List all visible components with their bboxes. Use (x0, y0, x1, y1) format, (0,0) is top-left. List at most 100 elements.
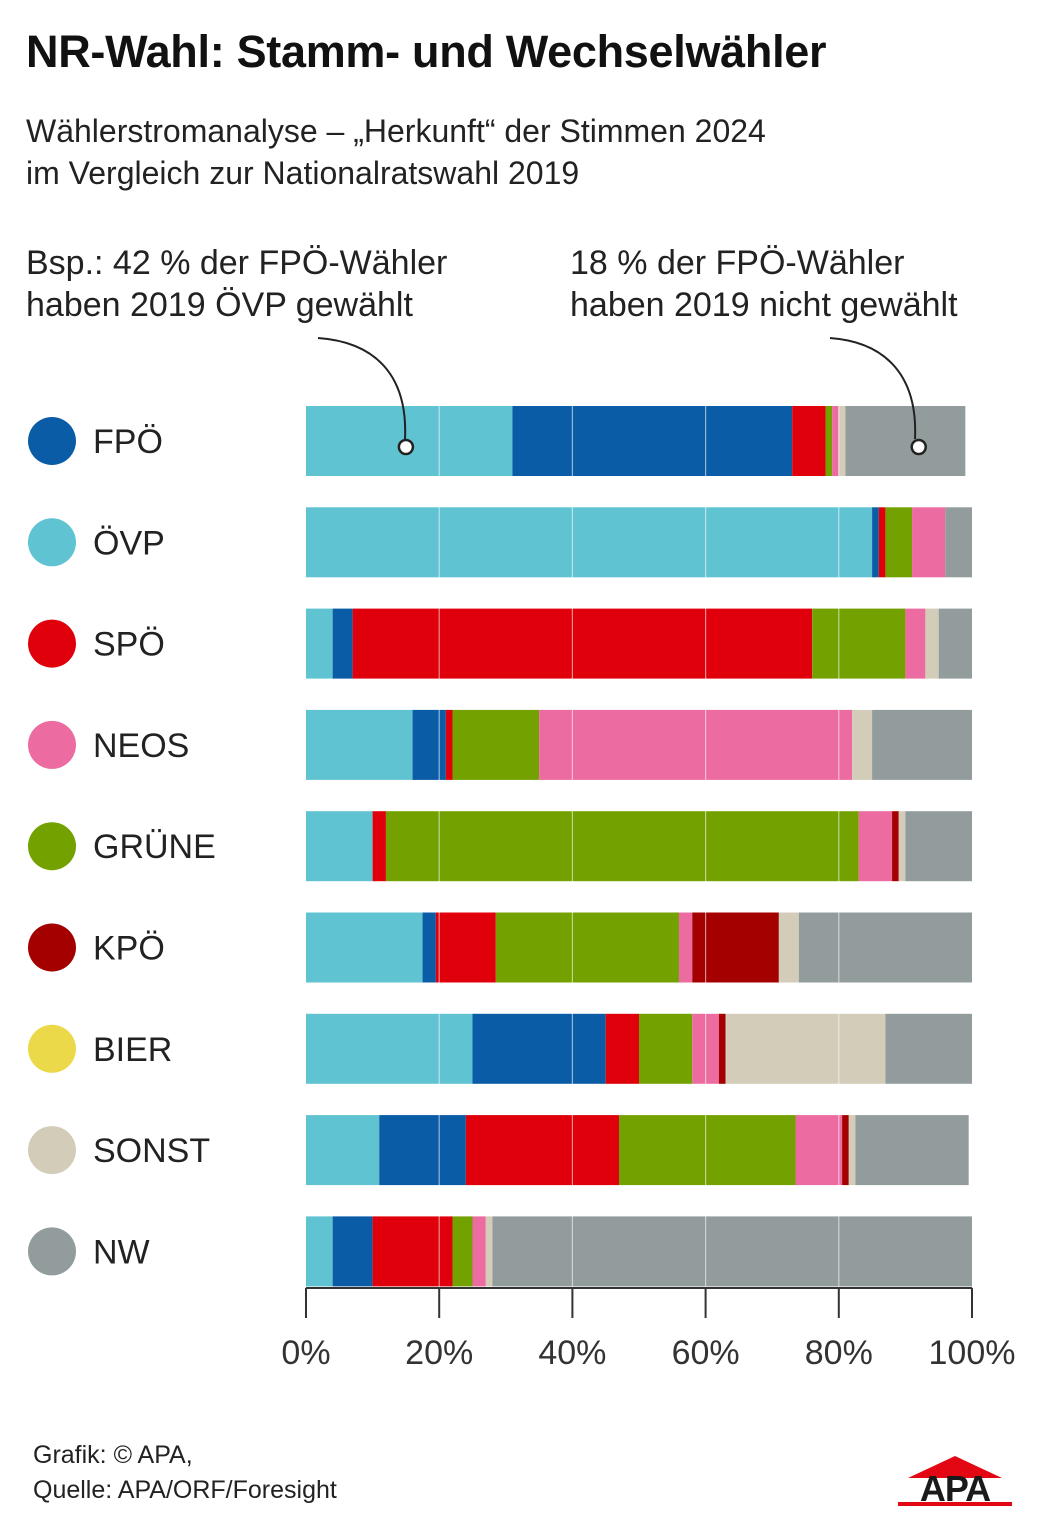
bar-segment-nw-neos (472, 1216, 486, 1287)
footer-credit: Grafik: © APA, (33, 1441, 193, 1469)
bar-segment-spoe-spoe (352, 608, 813, 679)
annotation-fpo-from-nonvoters: 18 % der FPÖ-Wähler haben 2019 nicht gewä… (570, 242, 958, 326)
bar-segment-gruene-sonst (898, 811, 906, 882)
bar-segment-sonst-oevp (306, 1115, 380, 1186)
bar-segment-neos-gruene (452, 709, 540, 780)
bar-segment-bier-sonst (725, 1013, 886, 1084)
x-axis: 0% 20% 40% 60% 80% 100% (281, 1287, 1016, 1372)
bar-segment-nw-nw (492, 1216, 972, 1287)
bar-segment-fpoe-neos (832, 406, 839, 476)
bar-segment-nw-oevp (306, 1216, 333, 1287)
x-tick-label-4: 80% (805, 1334, 873, 1372)
bar-segment-nw-gruene (452, 1216, 473, 1287)
apa-logo: APA (898, 1456, 1012, 1506)
bar-segment-bier-nw (885, 1013, 972, 1084)
bar-segment-kpoe-neos (678, 912, 693, 983)
legend-dot-nw (28, 1227, 76, 1276)
bar-segment-bier-kpoe (718, 1013, 726, 1084)
annotation-fpo-from-ovp: Bsp.: 42 % der FPÖ-Wähler haben 2019 ÖVP … (26, 242, 447, 326)
apa-logo-roof-icon (908, 1456, 1002, 1478)
subtitle: Wählerstromanalyse – „Herkunft“ der Stim… (26, 110, 766, 194)
bar-segment-fpoe-sonst (838, 406, 846, 476)
bar-segment-neos-spoe (445, 709, 453, 780)
bar-segment-kpoe-nw (798, 912, 972, 983)
bar-segment-oevp-fpoe (872, 507, 879, 578)
bar-segment-gruene-nw (905, 811, 972, 882)
bar-segment-sonst-neos (795, 1115, 843, 1186)
row-label-bier: BIER (93, 1031, 172, 1069)
row-label-spoe: SPÖ (93, 626, 165, 664)
bar-segment-spoe-oevp (306, 608, 333, 679)
legend-dot-oevp (28, 518, 76, 567)
subtitle-line-2: im Vergleich zur Nationalratswahl 2019 (26, 155, 580, 191)
apa-logo-text: APA (920, 1468, 991, 1506)
legend-dot-gruene (28, 822, 76, 871)
callout-marker-left (397, 438, 415, 456)
bar-segment-fpoe-nw (845, 406, 966, 476)
bar-segment-gruene-kpoe (892, 811, 899, 882)
row-label-gruene: GRÜNE (93, 828, 216, 866)
bar-segment-oevp-neos (912, 507, 946, 578)
bar-segment-spoe-nw (938, 608, 972, 679)
bar-area (306, 404, 972, 1289)
bar-segment-oevp-nw (945, 507, 972, 578)
bar-segment-nw-sonst (485, 1216, 493, 1287)
bar-segment-gruene-gruene (385, 811, 859, 882)
bar-segment-fpoe-gruene (825, 406, 833, 476)
callout-marker-right (910, 438, 927, 456)
x-tick-label-5: 100% (929, 1334, 1016, 1372)
bar-segment-nw-spoe (372, 1216, 453, 1287)
bar-segment-kpoe-spoe (435, 912, 496, 983)
page-title: NR-Wahl: Stamm- und Wechselwähler (26, 26, 827, 77)
bar-segment-spoe-sonst (925, 608, 939, 679)
bar-segment-neos-fpoe (412, 709, 446, 780)
bar-segment-sonst-kpoe (842, 1115, 849, 1186)
legend-dot-spoe (28, 619, 76, 668)
bar-segment-kpoe-sonst (778, 912, 799, 983)
bar-segment-oevp-gruene (885, 507, 913, 578)
legend-dot-kpoe (28, 923, 76, 972)
row-label-oevp: ÖVP (93, 524, 165, 562)
bar-segment-bier-fpoe (472, 1013, 606, 1084)
footer: Grafik: © APA, Quelle: APA/ORF/Foresight (33, 1438, 337, 1508)
annotation-left-line-1: Bsp.: 42 % der FPÖ-Wähler (26, 244, 448, 282)
bar-segment-sonst-fpoe (379, 1115, 466, 1186)
x-tick-label-0: 0% (281, 1334, 330, 1372)
annotation-left-line-2: haben 2019 ÖVP gewählt (26, 286, 413, 324)
bar-segment-bier-oevp (306, 1013, 473, 1084)
x-tick-label-2: 40% (538, 1334, 606, 1372)
callout-lines (317, 337, 927, 456)
x-tick-label-1: 20% (405, 1334, 473, 1372)
x-tick-label-3: 60% (672, 1334, 740, 1372)
annotation-right-line-1: 18 % der FPÖ-Wähler (570, 244, 905, 282)
bar-segment-bier-gruene (639, 1013, 693, 1084)
bar-segment-bier-spoe (605, 1013, 639, 1084)
bar-segment-neos-neos (539, 709, 853, 780)
footer-source: Quelle: APA/ORF/Foresight (33, 1476, 337, 1504)
bar-segment-spoe-fpoe (332, 608, 353, 679)
bar-segment-sonst-sonst (848, 1115, 856, 1186)
bar-segment-kpoe-fpoe (422, 912, 436, 983)
bar-segment-sonst-nw (855, 1115, 969, 1186)
stacked-bar-chart: FPÖ ÖVP SPÖ NEOS GRÜNE KPÖ BIER SONST NW 0% 20% 40… (28, 337, 1016, 1372)
legend-dot-bier (28, 1024, 76, 1073)
bar-segment-gruene-neos (858, 811, 893, 882)
legend-dot-sonst (28, 1126, 76, 1175)
row-label-sonst: SONST (93, 1132, 210, 1170)
bar-segment-oevp-oevp (306, 507, 873, 578)
bar-segment-kpoe-gruene (495, 912, 679, 983)
callout-line-right (829, 337, 917, 440)
callout-line-left (317, 337, 407, 440)
bar-segment-oevp-spoe (878, 507, 886, 578)
bar-segment-gruene-spoe (372, 811, 386, 882)
bar-segment-neos-sonst (852, 709, 873, 780)
apa-logo-underline (898, 1502, 1012, 1506)
row-label-nw: NW (93, 1233, 150, 1271)
subtitle-line-1: Wählerstromanalyse – „Herkunft“ der Stim… (26, 113, 766, 149)
bar-segment-neos-nw (872, 709, 972, 780)
bar-segment-fpoe-fpoe (512, 406, 793, 476)
row-label-neos: NEOS (93, 727, 189, 765)
bar-segment-neos-oevp (306, 709, 413, 780)
bar-segment-spoe-gruene (812, 608, 906, 679)
annotation-right-line-2: haben 2019 nicht gewählt (570, 286, 958, 324)
